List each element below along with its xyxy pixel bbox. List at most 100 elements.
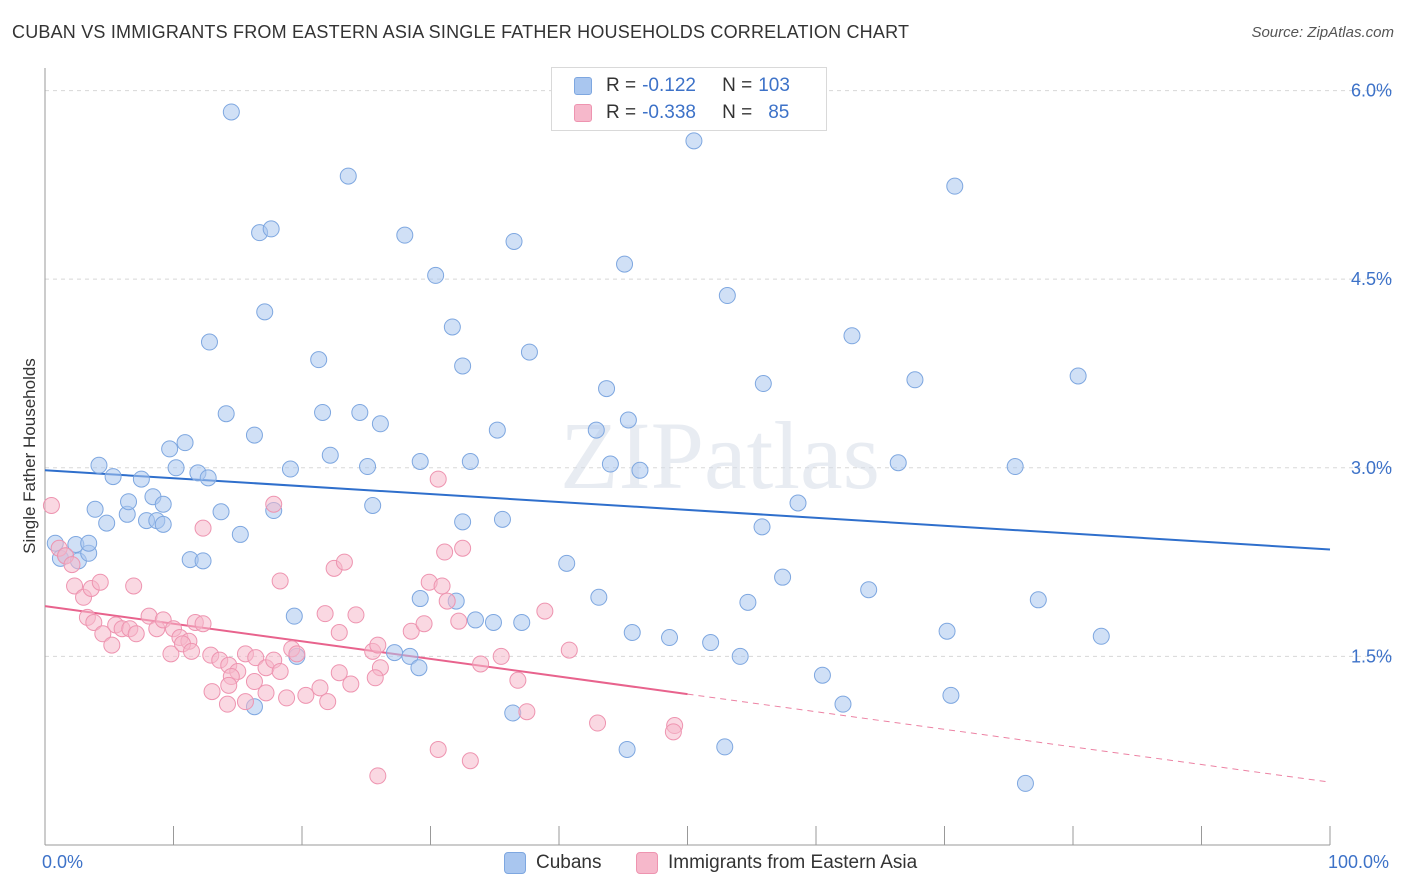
- y-tick-label: 1.5%: [1351, 646, 1392, 666]
- cubans-point: [154, 515, 172, 533]
- cubans-point: [493, 510, 511, 528]
- y-tick-label: 6.0%: [1351, 81, 1392, 101]
- chart-title: CUBAN VS IMMIGRANTS FROM EASTERN ASIA SI…: [12, 22, 910, 42]
- cubans-point: [461, 453, 479, 470]
- eastasia-point: [429, 470, 447, 488]
- cubans-point: [702, 634, 720, 652]
- eastasia-point: [271, 572, 289, 590]
- eastasia-point: [461, 752, 479, 770]
- cubans-point: [906, 371, 924, 389]
- cubans-point: [598, 380, 616, 398]
- cubans-point: [942, 686, 960, 704]
- cubans-point: [443, 318, 461, 336]
- eastasia-point: [91, 573, 109, 591]
- cubans-point: [774, 568, 792, 586]
- cubans-point: [245, 426, 263, 444]
- cubans-point: [80, 534, 98, 552]
- legend-row-cubans: R = -0.122 N = 103: [574, 73, 790, 99]
- cubans-point: [386, 644, 404, 662]
- cubans-point: [256, 303, 274, 321]
- cubans-point: [281, 460, 299, 478]
- y-tick-label: 3.0%: [1351, 458, 1392, 478]
- eastasia-point: [518, 703, 536, 721]
- cubans-point: [199, 469, 217, 487]
- eastasia-point: [182, 642, 200, 660]
- y-axis-label: Single Father Households: [20, 358, 39, 554]
- cubans-point: [860, 581, 878, 599]
- cubans-point: [558, 554, 576, 572]
- cubans-point: [310, 351, 328, 369]
- cubans-point: [371, 415, 389, 433]
- legend-item-cubans: Cubans: [504, 852, 602, 874]
- cubans-point: [285, 607, 303, 625]
- n-label: N =: [722, 75, 753, 96]
- eastasia-point: [330, 664, 348, 682]
- cubans-point: [616, 255, 634, 273]
- eastasia-point: [589, 714, 607, 732]
- eastasia-point: [265, 495, 283, 513]
- eastasia-point: [236, 693, 254, 711]
- cubans-point: [718, 287, 736, 305]
- eastasia-point: [311, 679, 329, 697]
- cubans-point: [938, 622, 956, 640]
- cubans-point: [1069, 367, 1087, 385]
- cubans-point: [946, 177, 964, 195]
- eastasia-point: [278, 689, 296, 707]
- cubans-point: [411, 453, 429, 470]
- eastasia-point: [194, 615, 212, 633]
- eastasia-point: [319, 693, 337, 711]
- x-tick-label-max: 100.0%: [1328, 852, 1390, 872]
- eastasia-point: [42, 497, 60, 515]
- x-tick-label-min: 0.0%: [42, 852, 84, 872]
- eastasia-point: [245, 673, 263, 691]
- eastasia-point: [429, 740, 447, 758]
- eastasia-point: [436, 543, 454, 561]
- cubans-point: [754, 375, 772, 393]
- cubans-point: [90, 456, 108, 474]
- eastasia-point: [103, 636, 121, 654]
- cubans-point: [200, 333, 218, 351]
- n-value: 85: [768, 102, 790, 123]
- cubans-point: [484, 613, 502, 631]
- eastasia-point: [335, 553, 353, 571]
- eastasia-point: [369, 767, 387, 785]
- eastasia-swatch: [574, 104, 592, 122]
- eastasia-point: [127, 625, 145, 643]
- cubans-point: [427, 266, 445, 284]
- eastasia-point: [492, 647, 510, 665]
- cubans-point: [1016, 774, 1034, 792]
- cubans-point: [212, 503, 230, 521]
- eastasia-point: [247, 649, 265, 667]
- cubans-point: [843, 327, 861, 345]
- cubans-point: [601, 455, 619, 473]
- cubans-point: [504, 704, 522, 722]
- eastasia-point: [330, 624, 348, 642]
- eastasia-point: [536, 602, 554, 620]
- cubans-point: [789, 494, 807, 512]
- eastasia-legend-swatch: [636, 852, 658, 874]
- eastasia-point: [369, 636, 387, 654]
- cubans-point: [104, 468, 122, 486]
- cubans-point: [1029, 591, 1047, 609]
- n-value: 103: [758, 75, 790, 96]
- cubans-point: [834, 695, 852, 713]
- cubans-point: [454, 513, 472, 531]
- cubans-point: [339, 167, 357, 185]
- cubans-point: [619, 411, 637, 429]
- source-credit: Source: ZipAtlas.com: [1251, 24, 1394, 41]
- cubans-point: [396, 226, 414, 244]
- cubans-point: [685, 132, 703, 150]
- cubans-point: [401, 647, 419, 665]
- trend-lines: [44, 469, 1331, 783]
- cubans-point: [351, 403, 369, 421]
- eastasia-point: [220, 676, 238, 694]
- cubans-point: [231, 525, 249, 543]
- eastasia-trend-extension: [687, 693, 1331, 783]
- cubans-point: [454, 357, 472, 375]
- r-value: -0.122: [642, 75, 696, 96]
- cubans-point: [132, 470, 150, 488]
- eastasia-point: [415, 615, 433, 633]
- cubans-point: [167, 459, 185, 477]
- cubans-point: [194, 552, 212, 570]
